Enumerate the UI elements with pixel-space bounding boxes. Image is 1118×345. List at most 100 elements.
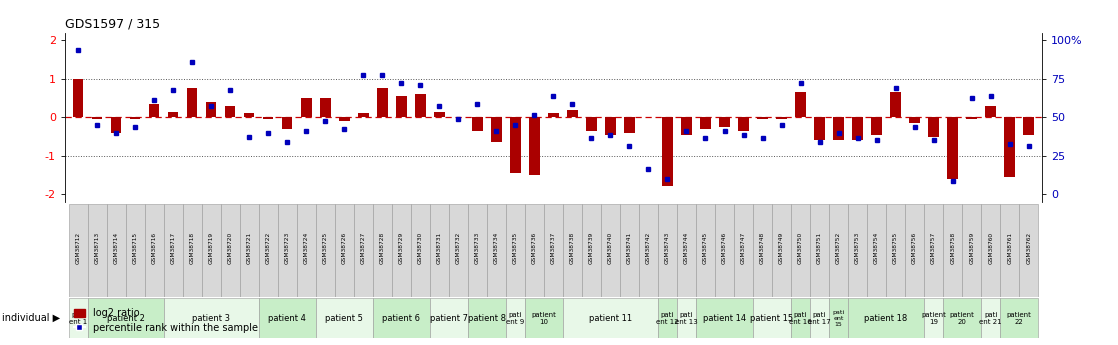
Bar bbox=[849, 204, 868, 297]
Bar bbox=[605, 117, 616, 135]
Bar bbox=[125, 204, 144, 297]
Bar bbox=[716, 204, 735, 297]
Bar bbox=[659, 298, 678, 338]
Bar bbox=[472, 117, 483, 131]
Text: GSM38742: GSM38742 bbox=[646, 232, 651, 264]
Bar bbox=[182, 204, 201, 297]
Bar bbox=[852, 117, 863, 140]
Text: GSM38757: GSM38757 bbox=[931, 232, 936, 264]
Bar bbox=[925, 298, 944, 338]
Text: GSM38736: GSM38736 bbox=[532, 232, 537, 264]
Bar bbox=[548, 114, 559, 117]
Bar bbox=[282, 117, 293, 129]
Text: GSM38719: GSM38719 bbox=[209, 232, 214, 264]
Text: GSM38747: GSM38747 bbox=[741, 232, 746, 264]
Text: GSM38756: GSM38756 bbox=[912, 232, 917, 264]
Bar bbox=[792, 298, 811, 338]
Text: GSM38730: GSM38730 bbox=[418, 232, 423, 264]
Bar bbox=[144, 204, 163, 297]
Bar bbox=[505, 298, 524, 338]
Bar bbox=[1001, 204, 1020, 297]
Bar bbox=[738, 117, 749, 131]
Text: GSM38727: GSM38727 bbox=[361, 232, 366, 264]
Bar bbox=[697, 298, 754, 338]
Bar bbox=[1020, 204, 1039, 297]
Bar bbox=[582, 204, 601, 297]
Bar bbox=[830, 298, 849, 338]
Text: GSM38754: GSM38754 bbox=[874, 232, 879, 264]
Text: GSM38732: GSM38732 bbox=[456, 232, 461, 264]
Bar bbox=[624, 117, 635, 133]
Bar bbox=[639, 204, 659, 297]
Text: patient 18: patient 18 bbox=[864, 314, 908, 323]
Bar bbox=[1004, 117, 1015, 177]
Text: GSM38725: GSM38725 bbox=[323, 232, 328, 264]
Bar bbox=[353, 204, 372, 297]
Bar bbox=[620, 204, 639, 297]
Text: pati
ent 16: pati ent 16 bbox=[789, 312, 812, 325]
Bar bbox=[106, 204, 125, 297]
Text: GSM38720: GSM38720 bbox=[228, 232, 233, 264]
Text: patient 11: patient 11 bbox=[589, 314, 632, 323]
Bar bbox=[372, 204, 391, 297]
Bar bbox=[757, 117, 768, 119]
Bar bbox=[814, 117, 825, 140]
Bar bbox=[719, 117, 730, 127]
Text: GSM38752: GSM38752 bbox=[836, 232, 841, 264]
Text: GSM38731: GSM38731 bbox=[437, 232, 442, 264]
Bar bbox=[795, 92, 806, 117]
Text: patient 5: patient 5 bbox=[325, 314, 363, 323]
Text: GSM38746: GSM38746 bbox=[722, 232, 727, 264]
Bar bbox=[735, 204, 754, 297]
Bar bbox=[563, 204, 582, 297]
Text: GSM38721: GSM38721 bbox=[247, 232, 252, 264]
Bar bbox=[543, 204, 563, 297]
Text: GSM38753: GSM38753 bbox=[855, 232, 860, 264]
Bar bbox=[925, 204, 944, 297]
Bar bbox=[830, 204, 849, 297]
Text: GSM38728: GSM38728 bbox=[380, 232, 385, 264]
Bar bbox=[258, 204, 277, 297]
Bar bbox=[871, 117, 882, 135]
Bar bbox=[849, 298, 925, 338]
Bar bbox=[163, 204, 182, 297]
Bar bbox=[467, 204, 486, 297]
Text: pati
ent 21: pati ent 21 bbox=[979, 312, 1002, 325]
Bar bbox=[754, 298, 792, 338]
Bar bbox=[258, 298, 315, 338]
Text: GSM38734: GSM38734 bbox=[494, 232, 499, 264]
Text: GSM38744: GSM38744 bbox=[684, 232, 689, 264]
Text: GSM38716: GSM38716 bbox=[152, 232, 157, 264]
Text: GSM38713: GSM38713 bbox=[95, 232, 100, 264]
Bar bbox=[890, 92, 901, 117]
Text: GSM38755: GSM38755 bbox=[893, 232, 898, 264]
Bar bbox=[887, 204, 906, 297]
Bar bbox=[301, 98, 312, 117]
Bar bbox=[868, 204, 887, 297]
Bar bbox=[524, 298, 563, 338]
Bar bbox=[1001, 298, 1039, 338]
Bar bbox=[563, 298, 659, 338]
Bar bbox=[391, 204, 410, 297]
Bar bbox=[372, 298, 429, 338]
Bar bbox=[811, 298, 830, 338]
Text: GSM38729: GSM38729 bbox=[399, 232, 404, 264]
Bar bbox=[811, 204, 830, 297]
Bar bbox=[429, 204, 448, 297]
Bar bbox=[244, 114, 255, 117]
Bar bbox=[410, 204, 429, 297]
Text: GSM38761: GSM38761 bbox=[1007, 232, 1012, 264]
Legend: log2 ratio, percentile rank within the sample: log2 ratio, percentile rank within the s… bbox=[69, 304, 262, 337]
Text: GSM38737: GSM38737 bbox=[551, 232, 556, 264]
Text: pati
ent
15: pati ent 15 bbox=[833, 310, 844, 327]
Bar bbox=[220, 204, 239, 297]
Bar bbox=[659, 204, 678, 297]
Text: pati
ent 13: pati ent 13 bbox=[675, 312, 698, 325]
Bar bbox=[681, 117, 692, 135]
Bar bbox=[201, 204, 220, 297]
Bar bbox=[225, 106, 236, 117]
Bar bbox=[486, 204, 505, 297]
Text: patient
22: patient 22 bbox=[1006, 312, 1032, 325]
Text: patient 3: patient 3 bbox=[192, 314, 230, 323]
Text: GSM38740: GSM38740 bbox=[608, 232, 613, 264]
